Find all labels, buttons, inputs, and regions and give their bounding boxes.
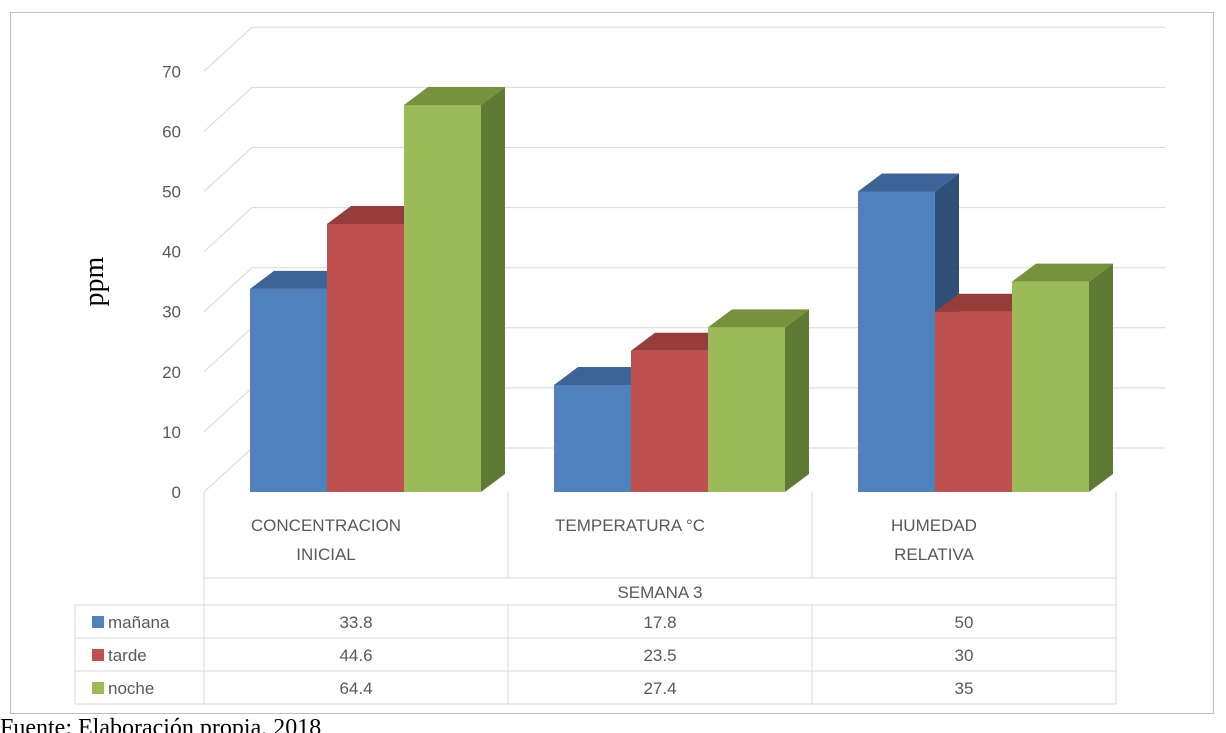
bar: [327, 223, 404, 493]
category-label: HUMEDAD: [891, 516, 977, 535]
bar: [935, 311, 1012, 492]
data-label: 35: [955, 679, 974, 698]
y-axis-title: ppm: [79, 257, 110, 307]
group-label: SEMANA 3: [617, 583, 702, 602]
bar-top: [554, 367, 655, 386]
bar: [404, 104, 481, 493]
bar-side: [481, 86, 505, 493]
y-tick-label: 40: [162, 243, 181, 262]
bar: [250, 288, 327, 492]
legend-label: tarde: [108, 646, 147, 665]
data-label: 27.4: [643, 679, 676, 698]
bar: [631, 350, 708, 492]
gridline-side: [203, 327, 253, 373]
data-label: 30: [955, 646, 974, 665]
bar: [708, 327, 785, 492]
footer-caption: Fuente: Elaboración propia, 2018: [0, 715, 322, 733]
gridline-side: [203, 447, 253, 493]
data-label: 17.8: [643, 613, 676, 632]
gridline-side: [203, 26, 253, 72]
data-label: 44.6: [339, 646, 372, 665]
bar-top: [1012, 263, 1113, 282]
legend-key: [92, 616, 104, 628]
gridline-side: [203, 87, 253, 132]
chart-frame: 0 10 20 30 40 50 60 70 ppm CONCENTRACION INICIAL TE…: [10, 12, 1214, 714]
bar-top: [708, 309, 809, 328]
y-tick-label: 10: [162, 423, 181, 442]
category-label: CONCENTRACION: [251, 516, 401, 535]
y-tick-label: 0: [172, 483, 181, 502]
y-tick-label: 50: [162, 183, 181, 202]
bar-top: [327, 205, 428, 224]
y-tick-label: 70: [162, 62, 181, 81]
bar-top: [250, 270, 351, 289]
gridline-side: [203, 147, 253, 192]
bar-top: [935, 293, 1036, 312]
data-label: 33.8: [339, 613, 372, 632]
gridline-side: [203, 207, 253, 252]
bar-side: [785, 309, 809, 492]
y-tick-label: 30: [162, 303, 181, 322]
bar-top: [404, 86, 505, 105]
legend-key: [92, 649, 104, 661]
data-label: 23.5: [643, 646, 676, 665]
data-label: 50: [955, 613, 974, 632]
y-tick-label: 20: [162, 363, 181, 382]
legend-label: noche: [108, 679, 154, 698]
legend-label: mañana: [108, 613, 170, 632]
gridline-side: [203, 267, 253, 313]
bar-top: [858, 173, 959, 192]
bar: [554, 385, 631, 492]
bar: [858, 191, 935, 492]
bar-top: [631, 332, 732, 351]
y-tick-label: 60: [162, 122, 181, 141]
data-label: 64.4: [339, 679, 372, 698]
chart-svg: 0 10 20 30 40 50 60 70 ppm CONCENTRACION INICIAL TE…: [74, 26, 1165, 705]
legend-key: [92, 682, 104, 694]
bar: [1012, 281, 1089, 492]
category-label: INICIAL: [296, 545, 356, 564]
category-label: RELATIVA: [894, 545, 974, 564]
bar-side: [1089, 263, 1113, 492]
gridline-side: [203, 387, 253, 433]
category-label: TEMPERATURA °C: [555, 516, 705, 535]
